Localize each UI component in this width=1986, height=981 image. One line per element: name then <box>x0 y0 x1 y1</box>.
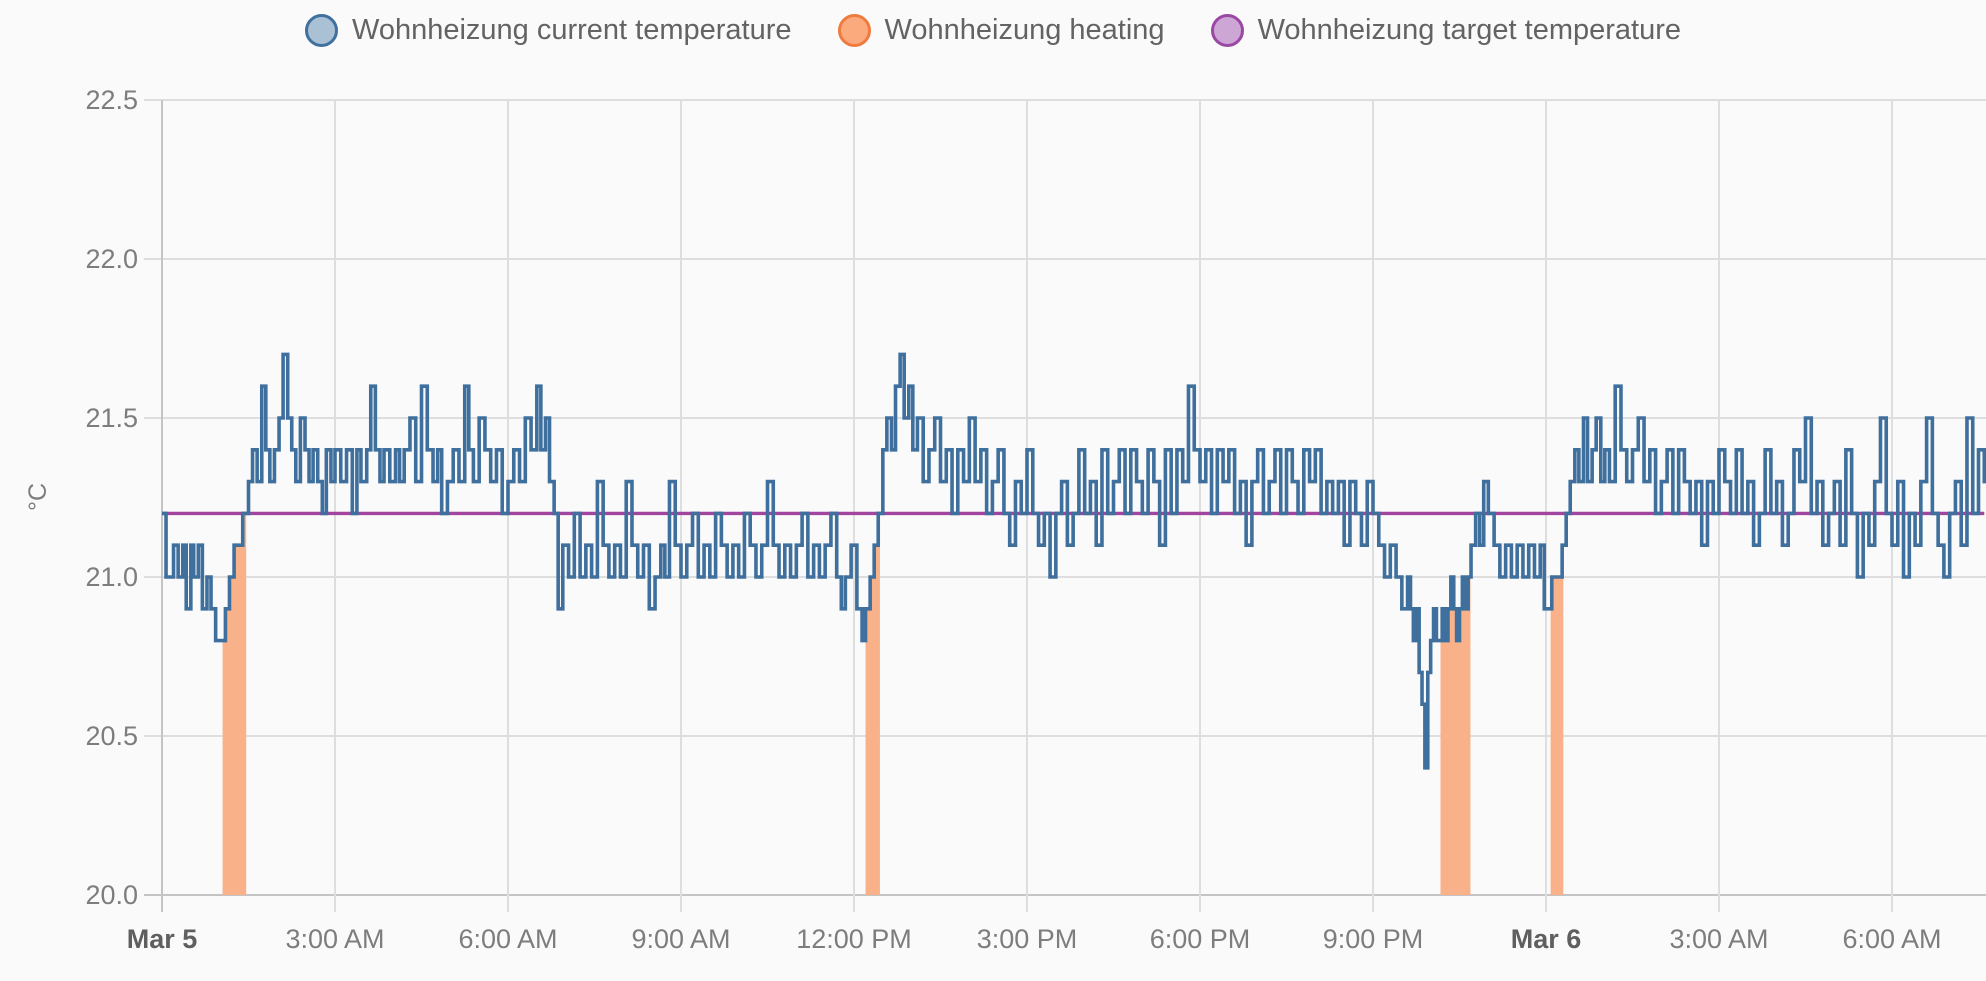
x-tick-label: Mar 5 <box>127 924 198 954</box>
legend-item-heating[interactable]: Wohnheizung heating <box>837 14 1165 47</box>
x-tick-label: 6:00 PM <box>1150 924 1251 954</box>
legend-item-current-temperature[interactable]: Wohnheizung current temperature <box>304 14 792 47</box>
legend-label-target-temperature: Wohnheizung target temperature <box>1257 14 1682 46</box>
legend-marker-heating-icon <box>837 14 871 47</box>
y-axis-unit-label: °C <box>24 483 52 511</box>
legend-marker-target-temperature-icon <box>1210 14 1244 47</box>
x-tick-label: 3:00 AM <box>285 924 384 954</box>
x-tick-label: 3:00 PM <box>977 924 1078 954</box>
y-tick-label: 20.0 <box>85 880 138 910</box>
y-tick-label: 21.0 <box>85 562 138 592</box>
y-tick-label: 22.5 <box>85 85 138 115</box>
legend-label-current-temperature: Wohnheizung current temperature <box>351 14 792 46</box>
x-tick-label: 6:00 AM <box>1842 924 1941 954</box>
x-tick-label: 9:00 PM <box>1323 924 1424 954</box>
x-tick-label: Mar 6 <box>1511 924 1582 954</box>
y-tick-label: 22.0 <box>85 244 138 274</box>
y-tick-label: 21.5 <box>85 403 138 433</box>
legend-label-heating: Wohnheizung heating <box>884 14 1165 46</box>
x-tick-label: 12:00 PM <box>796 924 912 954</box>
x-tick-label: 6:00 AM <box>458 924 557 954</box>
chart-legend: Wohnheizung current temperature Wohnheiz… <box>0 14 1986 47</box>
x-tick-label: 3:00 AM <box>1669 924 1768 954</box>
legend-item-target-temperature[interactable]: Wohnheizung target temperature <box>1210 14 1682 47</box>
y-tick-label: 20.5 <box>85 721 138 751</box>
legend-marker-current-temperature-icon <box>304 14 338 47</box>
x-tick-label: 9:00 AM <box>631 924 730 954</box>
